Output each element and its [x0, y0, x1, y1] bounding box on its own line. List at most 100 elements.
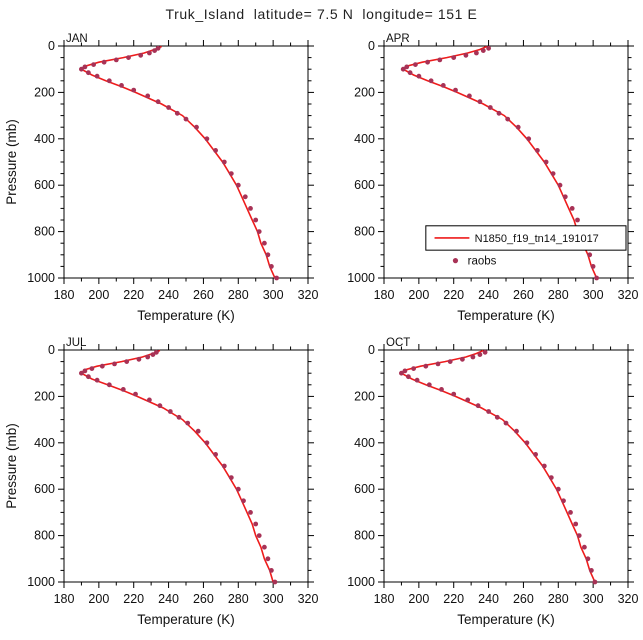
x-tick-label: 240 [478, 288, 499, 302]
raobs-dot [145, 93, 151, 99]
y-axis-title: Pressure (mb) [4, 119, 19, 205]
raobs-dot [439, 387, 444, 392]
raobs-dot [582, 544, 587, 550]
x-tick-label: 200 [408, 592, 429, 606]
raobs-dots [79, 45, 279, 281]
raobs-dot [241, 498, 246, 504]
raobs-dot [176, 414, 182, 420]
raobs-dot [526, 136, 532, 142]
raobs-dot [480, 48, 486, 53]
raobs-dot [482, 349, 488, 355]
month-label: OCT [386, 337, 410, 349]
x-tick-label: 200 [408, 288, 429, 302]
y-tick-label: 400 [34, 436, 55, 450]
legend-raobs-label: raobs [468, 256, 497, 268]
raobs-dots [400, 45, 599, 281]
raobs-dot [262, 544, 267, 550]
y-tick-label: 200 [34, 85, 55, 99]
raobs-dot [195, 428, 201, 434]
raobs-dot [79, 370, 84, 376]
x-tick-label: 300 [583, 592, 604, 606]
raobs-dot [447, 359, 453, 364]
raobs-dot [399, 370, 404, 376]
raobs-dot [494, 414, 500, 420]
raobs-dot [166, 105, 172, 110]
x-axis-title: Temperature (K) [457, 308, 555, 323]
figure-title: Truk_Island latitude= 7.5 N longitude= 1… [165, 6, 478, 22]
x-tick-label: 320 [618, 288, 639, 302]
raobs-dot [221, 159, 227, 165]
x-tick-label: 300 [263, 288, 284, 302]
chart-jan: 180 200 220 240 260 280 300 320 0 200 400 600 800 100… [4, 33, 318, 323]
raobs-dot [106, 382, 112, 388]
raobs-dot [486, 409, 491, 414]
raobs-dot [265, 556, 271, 562]
raobs-dot [524, 440, 530, 446]
raobs-dot [269, 568, 274, 573]
raobs-dot [86, 70, 91, 76]
raobs-dot [155, 45, 161, 51]
raobs-dot [213, 148, 219, 153]
chart-apr: 180 200 220 240 260 280 300 320 0 200 400 600 800 100… [347, 33, 639, 323]
raobs-dot [575, 217, 580, 223]
raobs-dots [399, 349, 598, 585]
x-tick-label: 320 [298, 592, 319, 606]
raobs-dot [562, 194, 568, 200]
raobs-dot [569, 206, 575, 211]
raobs-dot [467, 93, 472, 99]
raobs-dot [428, 78, 434, 84]
raobs-dot [514, 428, 519, 434]
x-tick-label: 260 [193, 288, 214, 302]
x-tick-label: 260 [193, 592, 214, 606]
x-tick-label: 300 [263, 592, 284, 606]
y-tick-label: 800 [34, 225, 55, 239]
raobs-dot [416, 73, 422, 79]
y-tick-label: 1000 [27, 575, 55, 589]
raobs-dot [487, 105, 493, 110]
y-axis-ticks [378, 349, 634, 583]
raobs-dot [147, 50, 152, 56]
raobs-dot [155, 99, 161, 105]
raobs-dot [594, 275, 599, 281]
raobs-dot [414, 377, 420, 383]
raobs-dot [541, 463, 547, 469]
raobs-dot [477, 352, 483, 357]
x-tick-label: 240 [158, 288, 179, 302]
plot-frame [63, 349, 309, 583]
y-tick-label: 800 [354, 529, 375, 543]
raobs-dot [475, 403, 481, 409]
raobs-dot [460, 356, 465, 362]
raobs-dot [573, 521, 579, 527]
x-tick-label: 280 [228, 592, 249, 606]
panel-oct: 180 200 220 240 260 280 300 320 0 200 400 600 800 100… [322, 334, 640, 632]
raobs-dot [274, 275, 279, 281]
y-tick-label: 600 [354, 178, 375, 192]
raobs-dot [453, 87, 458, 93]
raobs-dot [256, 229, 262, 235]
raobs-dot [269, 264, 274, 269]
raobs-dot [185, 420, 191, 426]
x-tick-label: 220 [443, 288, 464, 302]
y-tick-label: 400 [34, 132, 55, 146]
x-tick-label: 280 [548, 288, 569, 302]
raobs-dot [404, 64, 410, 70]
x-tick-label: 240 [478, 592, 499, 606]
chart-jul: 180 200 220 240 260 280 300 320 0 200 400 600 800 100… [4, 337, 319, 627]
raobs-dot [426, 382, 432, 388]
raobs-dot [576, 533, 582, 538]
month-label: JAN [66, 33, 88, 45]
raobs-dot [119, 83, 124, 88]
raobs-dot [505, 116, 511, 122]
raobs-dot [592, 579, 598, 585]
panel-jan: 180 200 220 240 260 280 300 320 0 200 400 600 800 100… [2, 30, 320, 328]
raobs-dot [423, 363, 429, 369]
month-label: JUL [66, 337, 87, 349]
x-tick-label: 200 [88, 592, 109, 606]
raobs-dot [194, 124, 199, 130]
raobs-dot [174, 110, 180, 116]
x-tick-label: 220 [443, 592, 464, 606]
raobs-dot [235, 486, 241, 492]
chart-oct: 180 200 220 240 260 280 300 320 0 200 400 600 800 100… [347, 337, 638, 627]
raobs-dot [183, 116, 189, 122]
raobs-dot [154, 349, 159, 355]
